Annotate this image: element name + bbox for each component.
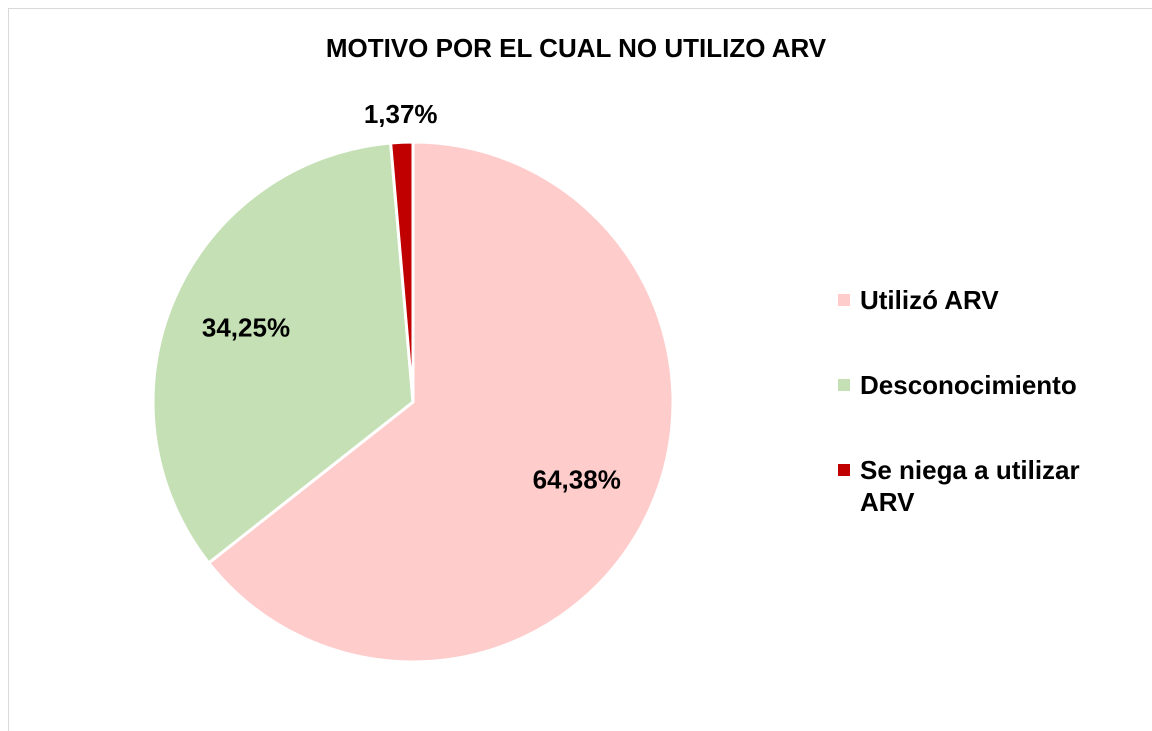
legend-label: Utilizó ARV (860, 285, 999, 315)
chart-title: MOTIVO POR EL CUAL NO UTILIZO ARV (326, 33, 827, 63)
frame (8, 8, 1152, 731)
legend-entry: Utilizó ARV (838, 284, 1138, 316)
legend-entry: Se niega a utilizar ARV (838, 454, 1138, 518)
legend-label: Desconocimiento (860, 370, 1077, 400)
pie-slice (206, 140, 675, 664)
legend-swatch (838, 379, 850, 391)
data-label: 1,37% (364, 99, 438, 129)
legend-swatch (838, 464, 850, 476)
pie-slice (151, 141, 415, 566)
legend-swatch (838, 294, 850, 306)
data-label: 64,38% (533, 464, 621, 494)
legend-label: Se niega a utilizar ARV (860, 455, 1080, 517)
data-label: 34,25% (202, 313, 290, 343)
legend-entry: Desconocimiento (838, 369, 1138, 401)
pie-slice (389, 140, 415, 403)
